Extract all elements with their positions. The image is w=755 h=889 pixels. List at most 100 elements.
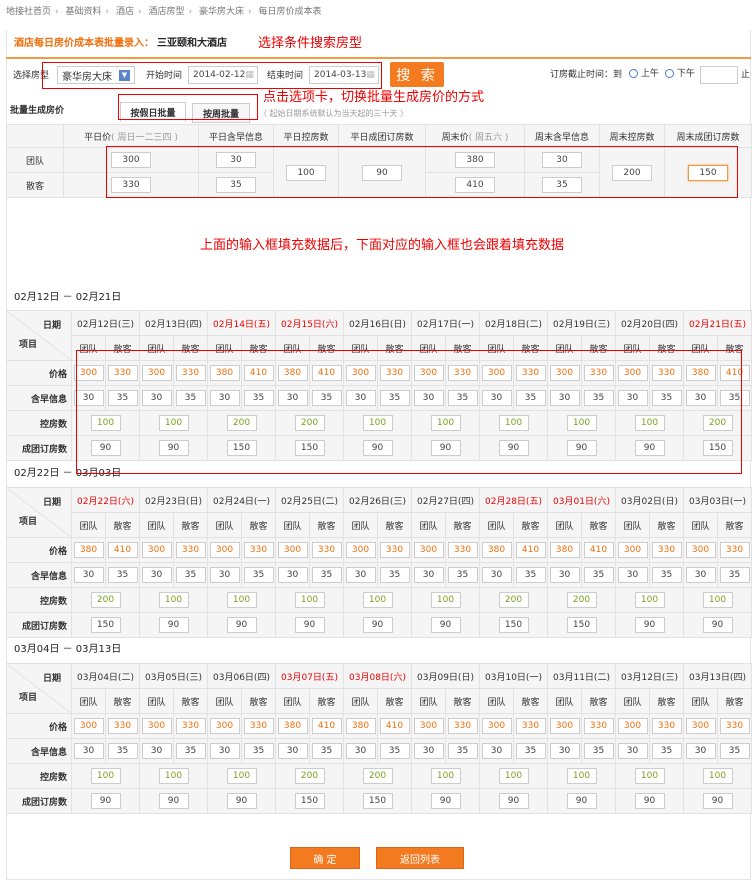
price-input[interactable]: 330 xyxy=(651,365,682,381)
price-input[interactable]: 380 xyxy=(685,365,716,381)
breakfast-input[interactable]: 35 xyxy=(243,567,274,583)
control-input[interactable]: 100 xyxy=(158,592,189,608)
price-input[interactable]: 300 xyxy=(345,365,376,381)
control-input[interactable]: 200 xyxy=(294,415,325,431)
group-input[interactable]: 90 xyxy=(362,440,393,456)
control-input[interactable]: 100 xyxy=(158,768,189,784)
price-input[interactable]: 330 xyxy=(447,542,478,558)
breakfast-input[interactable]: 30 xyxy=(617,567,648,583)
group-input[interactable]: 90 xyxy=(226,793,257,809)
breakfast-input[interactable]: 35 xyxy=(583,390,614,406)
price-input[interactable]: 330 xyxy=(515,365,546,381)
group-input[interactable]: 90 xyxy=(158,793,189,809)
breakfast-input[interactable]: 30 xyxy=(141,567,172,583)
control-input[interactable]: 100 xyxy=(634,415,665,431)
group-input[interactable]: 90 xyxy=(634,793,665,809)
price-input[interactable]: 330 xyxy=(583,718,614,734)
group-input[interactable]: 90 xyxy=(430,617,461,633)
price-input[interactable]: 410 xyxy=(243,365,274,381)
price-input[interactable]: 330 xyxy=(515,718,546,734)
price-input[interactable]: 300 xyxy=(209,718,240,734)
price-input[interactable]: 300 xyxy=(277,542,308,558)
price-input[interactable]: 380 xyxy=(73,542,104,558)
breakfast-input[interactable]: 30 xyxy=(209,567,240,583)
breakfast-input[interactable]: 30 xyxy=(481,390,512,406)
price-input[interactable]: 330 xyxy=(379,365,410,381)
price-input[interactable]: 300 xyxy=(73,718,104,734)
breakfast-input[interactable]: 35 xyxy=(243,743,274,759)
price-input[interactable]: 330 xyxy=(175,718,206,734)
am-radio[interactable] xyxy=(629,69,638,78)
price-input[interactable]: 380 xyxy=(277,718,308,734)
breakfast-input[interactable]: 35 xyxy=(447,390,478,406)
group-input[interactable]: 90 xyxy=(362,617,393,633)
weekday-breakfast-guest-input[interactable]: 35 xyxy=(216,177,256,193)
breakfast-input[interactable]: 30 xyxy=(413,390,444,406)
weekend-breakfast-team-input[interactable]: 30 xyxy=(542,152,582,168)
control-input[interactable]: 100 xyxy=(702,592,733,608)
control-input[interactable]: 200 xyxy=(498,592,529,608)
breadcrumb-hotel[interactable]: 酒店 xyxy=(116,7,135,17)
breakfast-input[interactable]: 35 xyxy=(107,390,138,406)
breakfast-input[interactable]: 30 xyxy=(617,743,648,759)
price-input[interactable]: 300 xyxy=(413,542,444,558)
breadcrumb-basic[interactable]: 基础资料 xyxy=(65,7,102,17)
group-input[interactable]: 90 xyxy=(566,793,597,809)
price-input[interactable]: 330 xyxy=(651,718,682,734)
price-input[interactable]: 300 xyxy=(413,365,444,381)
control-input[interactable]: 100 xyxy=(158,415,189,431)
price-input[interactable]: 330 xyxy=(447,718,478,734)
breakfast-input[interactable]: 30 xyxy=(617,390,648,406)
price-input[interactable]: 300 xyxy=(413,718,444,734)
breakfast-input[interactable]: 30 xyxy=(481,743,512,759)
breakfast-input[interactable]: 35 xyxy=(719,743,750,759)
group-input[interactable]: 90 xyxy=(498,440,529,456)
weekend-group-input[interactable]: 150 xyxy=(688,164,728,181)
control-input[interactable]: 100 xyxy=(226,768,257,784)
breakfast-input[interactable]: 30 xyxy=(73,390,104,406)
price-input[interactable]: 380 xyxy=(209,365,240,381)
price-input[interactable]: 410 xyxy=(107,542,138,558)
control-input[interactable]: 200 xyxy=(362,768,393,784)
breakfast-input[interactable]: 35 xyxy=(175,567,206,583)
control-input[interactable]: 100 xyxy=(566,415,597,431)
start-date-input[interactable]: 2014-02-12 ▦ xyxy=(188,66,258,84)
price-input[interactable]: 410 xyxy=(379,718,410,734)
price-input[interactable]: 330 xyxy=(719,542,750,558)
price-input[interactable]: 410 xyxy=(515,542,546,558)
control-input[interactable]: 100 xyxy=(634,592,665,608)
tab-week-batch[interactable]: 按周批量 xyxy=(192,103,250,123)
breadcrumb-room[interactable]: 豪华房大床 xyxy=(199,7,245,17)
weekend-price-guest-input[interactable]: 410 xyxy=(455,177,495,193)
breakfast-input[interactable]: 30 xyxy=(209,743,240,759)
breakfast-input[interactable]: 35 xyxy=(651,567,682,583)
control-input[interactable]: 200 xyxy=(566,592,597,608)
price-input[interactable]: 410 xyxy=(311,365,342,381)
breakfast-input[interactable]: 30 xyxy=(685,390,716,406)
pm-option[interactable]: 下午 xyxy=(665,69,695,80)
control-input[interactable]: 100 xyxy=(362,415,393,431)
price-input[interactable]: 300 xyxy=(549,718,580,734)
breakfast-input[interactable]: 35 xyxy=(719,567,750,583)
breakfast-input[interactable]: 30 xyxy=(345,390,376,406)
end-date-input[interactable]: 2014-03-13 ▦ xyxy=(309,66,379,84)
price-input[interactable]: 300 xyxy=(617,542,648,558)
tab-holiday-batch[interactable]: 按假日批量 xyxy=(120,102,186,122)
breakfast-input[interactable]: 35 xyxy=(651,743,682,759)
control-input[interactable]: 100 xyxy=(430,415,461,431)
breakfast-input[interactable]: 35 xyxy=(651,390,682,406)
breakfast-input[interactable]: 30 xyxy=(345,743,376,759)
price-input[interactable]: 300 xyxy=(141,718,172,734)
weekday-group-input[interactable]: 90 xyxy=(362,164,402,181)
breakfast-input[interactable]: 30 xyxy=(413,567,444,583)
price-input[interactable]: 300 xyxy=(685,542,716,558)
breadcrumb-home[interactable]: 地接社首页 xyxy=(6,7,52,17)
price-input[interactable]: 330 xyxy=(583,365,614,381)
group-input[interactable]: 90 xyxy=(498,793,529,809)
breakfast-input[interactable]: 35 xyxy=(311,390,342,406)
group-input[interactable]: 150 xyxy=(294,793,325,809)
breakfast-input[interactable]: 30 xyxy=(345,567,376,583)
breakfast-input[interactable]: 35 xyxy=(175,390,206,406)
group-input[interactable]: 150 xyxy=(226,440,257,456)
group-input[interactable]: 90 xyxy=(158,617,189,633)
